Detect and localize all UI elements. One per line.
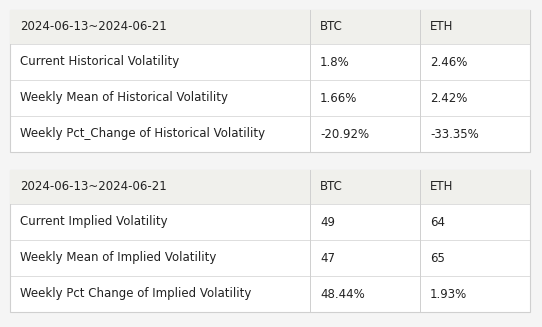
Text: 2024-06-13~2024-06-21: 2024-06-13~2024-06-21 bbox=[20, 181, 167, 194]
Text: BTC: BTC bbox=[320, 181, 343, 194]
Bar bbox=[10, 170, 530, 312]
Bar bbox=[10, 10, 530, 44]
Text: Weekly Pct_Change of Historical Volatility: Weekly Pct_Change of Historical Volatili… bbox=[20, 128, 265, 141]
Text: 1.8%: 1.8% bbox=[320, 56, 350, 68]
Text: 2.42%: 2.42% bbox=[430, 92, 467, 105]
Bar bbox=[10, 170, 530, 204]
Text: Current Historical Volatility: Current Historical Volatility bbox=[20, 56, 179, 68]
Text: ETH: ETH bbox=[430, 181, 453, 194]
Text: -33.35%: -33.35% bbox=[430, 128, 479, 141]
Text: 1.93%: 1.93% bbox=[430, 287, 467, 301]
Text: -20.92%: -20.92% bbox=[320, 128, 369, 141]
Bar bbox=[10, 10, 530, 152]
Text: Weekly Mean of Historical Volatility: Weekly Mean of Historical Volatility bbox=[20, 92, 228, 105]
Text: Weekly Mean of Implied Volatility: Weekly Mean of Implied Volatility bbox=[20, 251, 216, 265]
Text: 48.44%: 48.44% bbox=[320, 287, 365, 301]
Text: 49: 49 bbox=[320, 215, 335, 229]
Text: 2.46%: 2.46% bbox=[430, 56, 467, 68]
Text: Weekly Pct Change of Implied Volatility: Weekly Pct Change of Implied Volatility bbox=[20, 287, 251, 301]
Text: 47: 47 bbox=[320, 251, 335, 265]
Text: Current Implied Volatility: Current Implied Volatility bbox=[20, 215, 167, 229]
Text: ETH: ETH bbox=[430, 21, 453, 33]
Text: BTC: BTC bbox=[320, 21, 343, 33]
Text: 64: 64 bbox=[430, 215, 445, 229]
Text: 1.66%: 1.66% bbox=[320, 92, 357, 105]
Text: 65: 65 bbox=[430, 251, 445, 265]
Text: 2024-06-13~2024-06-21: 2024-06-13~2024-06-21 bbox=[20, 21, 167, 33]
